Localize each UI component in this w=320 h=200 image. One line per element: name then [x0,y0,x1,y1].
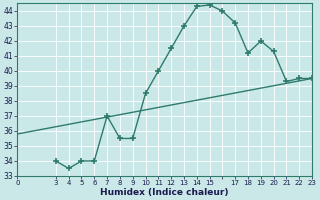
X-axis label: Humidex (Indice chaleur): Humidex (Indice chaleur) [100,188,229,197]
